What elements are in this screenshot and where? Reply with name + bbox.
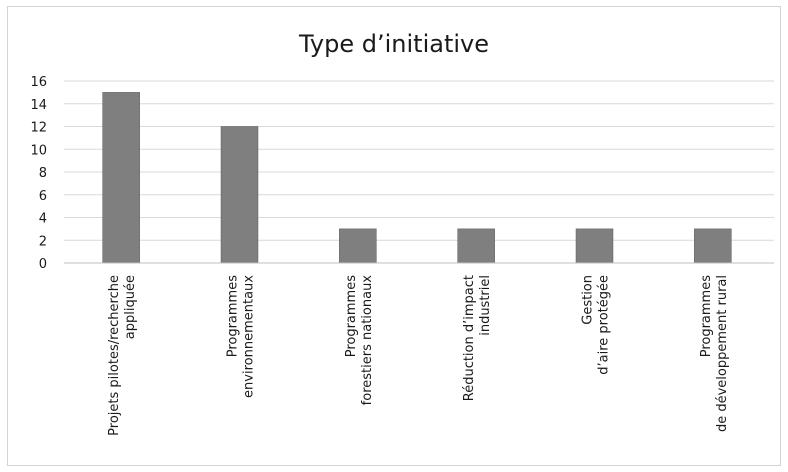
bar xyxy=(575,228,614,264)
x-tick-label: Gestion d’aire protégée xyxy=(581,275,612,375)
x-tick-label: Programmes de développement rural xyxy=(699,275,730,432)
y-tick-label: 10 xyxy=(30,143,47,158)
x-tick-label: Programmes environnementaux xyxy=(226,275,257,398)
y-tick-label: 14 xyxy=(30,98,47,113)
x-tick-label-line: industriel xyxy=(478,275,493,336)
y-tick-label: 0 xyxy=(39,257,47,272)
bars xyxy=(102,92,732,264)
x-axis: Projets pilotes/recherche appliquée Progra… xyxy=(64,262,774,436)
x-tick-label-line: appliquée xyxy=(123,275,138,339)
y-tick-label: 16 xyxy=(30,75,47,90)
x-tick-label-line: de développement rural xyxy=(715,275,730,432)
x-tick-label-line: Programmes xyxy=(699,275,714,358)
x-tick-label-line: forestiers nationaux xyxy=(360,275,375,406)
x-tick-label-line: d’aire protégée xyxy=(597,275,612,375)
gridlines xyxy=(64,80,774,241)
bar xyxy=(339,228,377,264)
x-tick-label-line: Programmes xyxy=(344,275,359,358)
x-tick-label-line: environnementaux xyxy=(242,275,257,398)
y-tick-label: 6 xyxy=(39,189,47,204)
bar xyxy=(694,228,732,264)
y-tick-label: 8 xyxy=(39,166,47,181)
x-tick-label-line: Gestion xyxy=(581,275,596,325)
chart-title: Type d’initiative xyxy=(299,30,489,58)
bar xyxy=(102,92,140,264)
bar xyxy=(457,228,495,264)
x-tick-label-line: Programmes xyxy=(226,275,241,358)
y-axis: 0 2 4 6 8 10 12 14 16 xyxy=(30,75,47,272)
bar xyxy=(220,126,259,264)
y-tick-label: 2 xyxy=(39,234,47,249)
x-tick-label-line: Projets pilotes/recherche xyxy=(107,275,122,436)
x-tick-label-line: Réduction d’impact xyxy=(462,275,477,401)
y-tick-label: 12 xyxy=(30,121,47,136)
x-tick-label: Projets pilotes/recherche appliquée xyxy=(107,275,138,436)
y-tick-label: 4 xyxy=(39,212,47,227)
x-tick-label: Programmes forestiers nationaux xyxy=(344,275,375,406)
x-tick-label: Réduction d’impact industriel xyxy=(462,275,493,401)
